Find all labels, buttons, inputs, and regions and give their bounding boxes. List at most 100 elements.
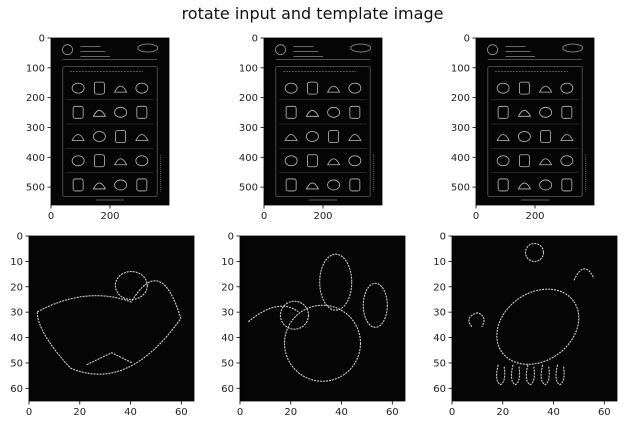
sheet-icon-mark [560,82,574,94]
x-tick-label: 0 [449,407,455,418]
sheet-icon-mark [496,134,510,141]
y-tick-label: 400 [239,153,258,164]
axes-frame [239,235,406,402]
y-tick-label: 40 [433,333,446,344]
sheet-icon-mark [327,179,341,191]
x-tick-label: 0 [261,211,267,222]
sheet-icon-mark [348,155,362,167]
sheet-icon-mark [305,131,319,142]
sheet-icon-mark [326,85,341,93]
template-outline-mark [540,364,550,386]
sheet-icon-mark [135,134,149,141]
sheet-icon-mark [136,105,148,119]
x-tick-label: 60 [598,407,611,418]
sheet-icon-mark [538,85,553,93]
template-outline-mark [496,364,506,386]
x-tick-label: 200 [525,211,544,222]
header-mascot-mark [275,44,286,56]
y-tick-label: 30 [221,308,234,319]
x-tick-label: 60 [175,407,188,418]
sheet-icon-mark [539,179,553,191]
sheet-icon-mark [285,105,297,119]
y-tick-label: 400 [451,153,470,164]
image-area [476,38,594,205]
template-outline-mark [555,364,565,386]
header-boat-mark [562,43,584,53]
template-outline-mark [362,282,388,328]
header-mascot-mark [62,44,73,56]
axes-bottom-middle: 0 20 40 60 0 10 20 30 40 50 60 [221,232,406,418]
sheet-icon-mark [496,82,510,94]
sheet-icon-mark [306,154,318,168]
y-tick-label: 10 [433,257,446,268]
template-outline-mark [468,312,485,328]
sheet-icon-mark [92,182,107,190]
sheet-icon-mark [560,155,574,167]
x-tick-label: 20 [496,407,509,418]
sheet-icon-mark [560,134,574,141]
sheet-icon-mark [284,155,298,167]
template-outline-mark [525,364,535,386]
y-tick-label: 0 [17,232,23,243]
image-area [264,38,382,205]
sheet-icon-mark [517,131,531,142]
sheet-icon-mark [71,134,85,141]
sheet-icon-mark [540,130,552,143]
sheet-icon-mark [305,182,320,190]
x-tick-label: 20 [73,407,86,418]
sheet-icon-mark [71,82,85,94]
sheet-icon-mark [349,105,361,119]
y-tick-label: 50 [221,358,234,369]
template-outline-mark [247,305,299,323]
sheet-icon-mark [538,158,553,166]
axes-top-left: 0 200 0 100 200 300 400 500 [26,34,170,222]
image-area [29,236,194,401]
y-tick-label: 0 [252,34,258,45]
sheet-icon-mark [518,154,530,168]
y-tick-label: 20 [10,282,23,293]
y-tick-label: 500 [451,183,470,194]
template-outline-mark [283,304,362,382]
y-tick-label: 40 [221,333,234,344]
y-tick-label: 10 [10,257,23,268]
sheet-icon-mark [136,178,148,192]
sheet-icon-mark [71,155,85,167]
sheet-frame [62,65,158,198]
sheet-icon-mark [517,109,532,117]
template-outline-mark [86,352,132,366]
y-tick-label: 10 [221,257,234,268]
sheet-icon-mark [348,82,362,94]
sheet-icon-mark [135,155,149,167]
y-tick-label: 60 [433,384,446,395]
y-tick-label: 50 [433,358,446,369]
header-mascot-mark [487,44,498,56]
y-tick-label: 0 [440,232,446,243]
x-tick-label: 40 [547,407,560,418]
x-tick-label: 40 [335,407,348,418]
y-tick-label: 300 [451,123,470,134]
header-boat-mark [350,43,372,53]
y-tick-label: 300 [239,123,258,134]
sheet-icon-mark [114,106,128,118]
template-outline-mark [573,268,595,281]
template-outline-mark [319,253,353,311]
template-outline-mark [510,364,521,386]
sheet-icon-mark [497,105,509,119]
sheet-icon-mark [305,109,320,117]
axes-frame [451,235,618,402]
sheet-icon-mark [114,179,128,191]
template-outline-mark [36,280,182,375]
sheet-icon-mark [561,178,573,192]
figure-title: rotate input and template image [181,4,444,23]
sheet-icon-mark [539,106,553,118]
y-tick-label: 500 [239,183,258,194]
sheet-icon-mark [113,158,128,166]
y-tick-label: 400 [26,153,45,164]
template-outline-mark [279,300,310,330]
sheet-frame [487,65,583,198]
x-tick-label: 0 [473,211,479,222]
y-tick-label: 500 [26,183,45,194]
y-tick-label: 50 [10,358,23,369]
sheet-icon-mark [517,182,532,190]
sheet-icon-mark [561,105,573,119]
